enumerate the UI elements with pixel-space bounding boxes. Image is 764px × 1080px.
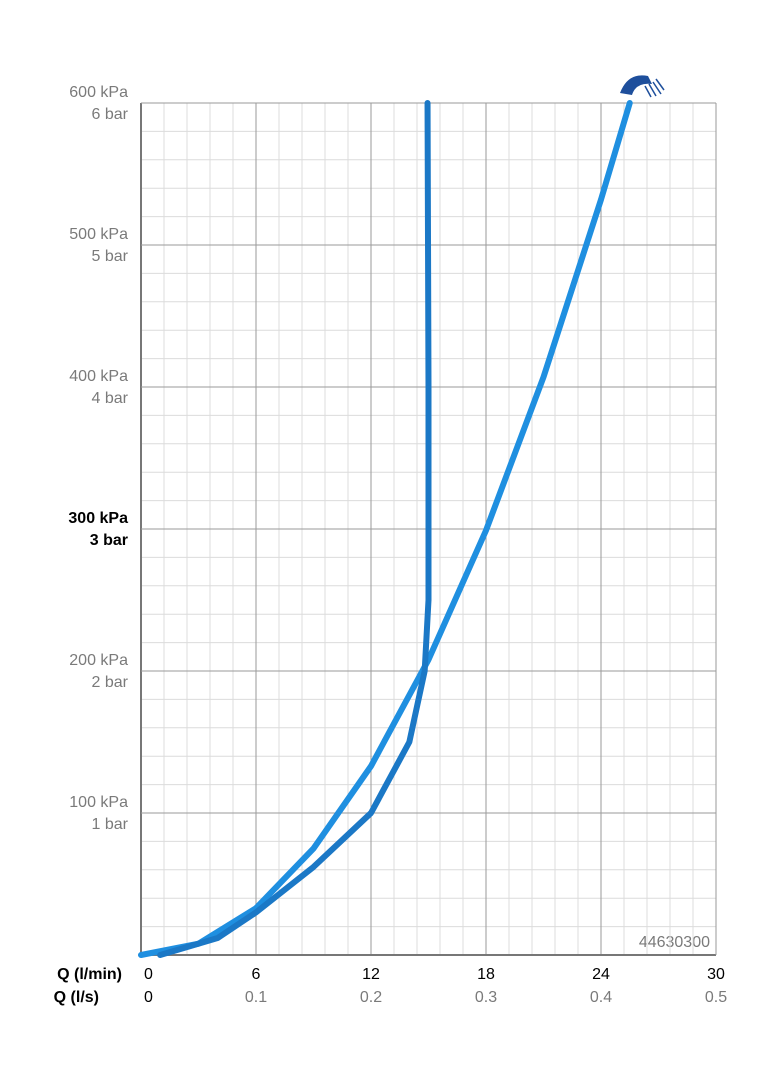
y2-tick-label: 6 bar: [92, 106, 129, 123]
x2-tick-label: 0.3: [475, 989, 497, 1006]
flow-curve: [157, 100, 432, 958]
y-tick-label: 300 kPa: [68, 510, 128, 527]
x-tick-label: 30: [707, 966, 725, 983]
x-tick-label: 12: [362, 966, 380, 983]
x2-axis-label: Q (l/s): [54, 989, 99, 1006]
y2-tick-label: 2 bar: [92, 674, 129, 691]
x2-tick-label: 0: [144, 989, 153, 1006]
flow-curve: [138, 100, 633, 958]
x2-tick-label: 0.5: [705, 989, 727, 1006]
y2-tick-label: 5 bar: [92, 248, 129, 265]
x2-tick-label: 0.4: [590, 989, 612, 1006]
x-tick-label: 0: [144, 966, 153, 983]
y-tick-label: 200 kPa: [69, 652, 128, 669]
y-tick-label: 500 kPa: [69, 226, 128, 243]
x2-tick-label: 0.1: [245, 989, 267, 1006]
annotation: 44630300: [639, 934, 710, 951]
x-tick-label: 18: [477, 966, 495, 983]
y-tick-label: 400 kPa: [69, 368, 128, 385]
x-axis-label: Q (l/min): [57, 966, 122, 983]
y2-tick-label: 1 bar: [92, 816, 129, 833]
x2-tick-label: 0.2: [360, 989, 382, 1006]
y2-tick-label: 4 bar: [92, 390, 129, 407]
y-tick-label: 600 kPa: [69, 84, 128, 101]
y-tick-label: 100 kPa: [69, 794, 128, 811]
y2-tick-label: 3 bar: [90, 532, 128, 549]
x-tick-label: 24: [592, 966, 610, 983]
x-tick-label: 6: [252, 966, 261, 983]
shower-icon: [620, 75, 665, 98]
